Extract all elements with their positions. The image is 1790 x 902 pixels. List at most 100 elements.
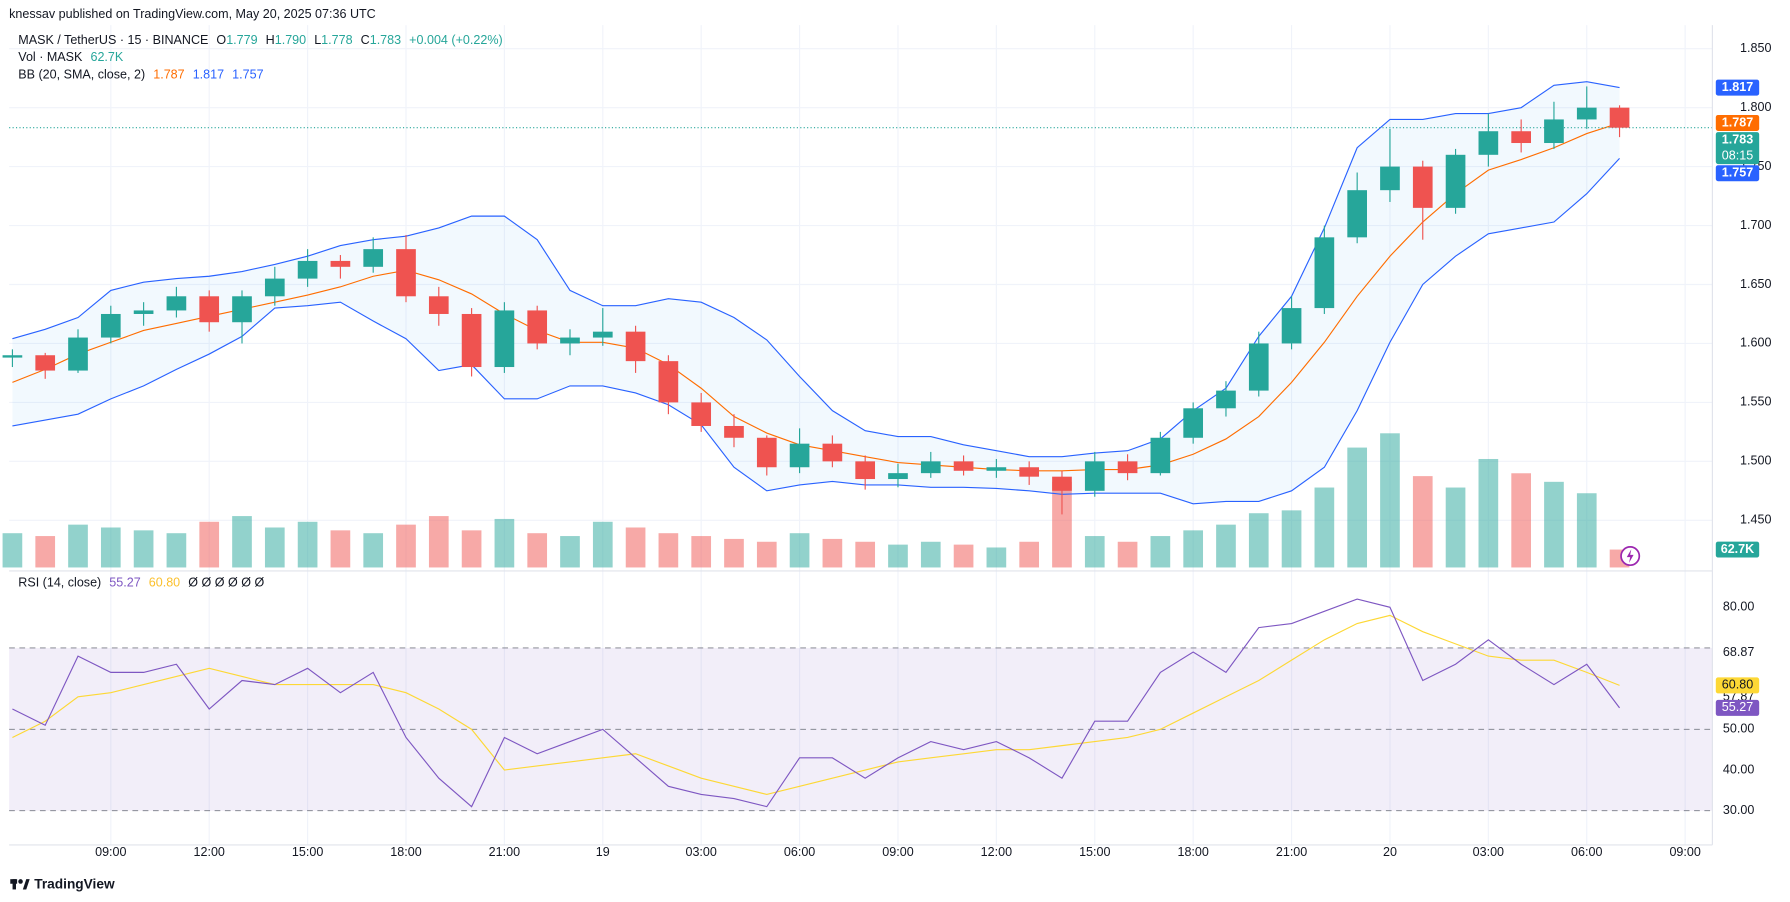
rsi-ma-line — [12, 614, 1620, 796]
y-tick-label: 1.800 — [1740, 100, 1771, 114]
candle-body — [953, 461, 974, 471]
candle-body — [264, 278, 285, 297]
volume-bar — [592, 521, 613, 568]
candle-body — [1576, 107, 1597, 120]
volume-bar — [297, 521, 318, 568]
x-tick-label: 12:00 — [981, 845, 1012, 859]
rsi-badge-label: 55.27 — [1722, 700, 1753, 714]
bb-legend: BB (20, SMA, close, 2) 1.787 1.817 1.757 — [18, 68, 263, 82]
candle-body — [428, 296, 449, 314]
volume-bar — [560, 536, 580, 568]
rsi-value: 55.27 — [109, 576, 140, 590]
volume-bar — [461, 530, 482, 568]
candle-body — [232, 296, 252, 323]
candle-body — [1511, 131, 1531, 144]
candle-body — [1019, 467, 1040, 477]
candle-body — [888, 473, 908, 480]
x-tick-label: 15:00 — [1079, 845, 1110, 859]
x-tick-label: 12:00 — [194, 845, 225, 859]
alert-bolt[interactable] — [1626, 549, 1634, 563]
rsi-band-fill — [9, 647, 1713, 811]
candle-body — [330, 260, 351, 267]
rsi-legend: RSI (14, close) 55.27 60.80 Ø Ø Ø Ø Ø Ø — [18, 576, 264, 590]
volume-bar — [1281, 510, 1302, 568]
bb-name: BB (20, SMA, close, 2) — [18, 68, 145, 82]
alert-icon[interactable] — [1620, 546, 1641, 567]
volume-bar — [920, 541, 941, 568]
volume-bar — [888, 544, 908, 568]
volume-bar — [855, 541, 876, 568]
x-tick-label: 21:00 — [1276, 845, 1307, 859]
volume-bar — [953, 544, 974, 568]
rsi-tick-label: 30.00 — [1723, 803, 1754, 817]
candle-body — [789, 443, 810, 468]
price-badge-label: 1.787 — [1722, 115, 1753, 129]
candle-body — [199, 296, 220, 323]
published-note: knessav published on TradingView.com, Ma… — [9, 7, 376, 21]
volume-bar — [100, 527, 121, 568]
candle-body — [724, 425, 744, 438]
candle-body — [68, 337, 88, 371]
candle-body — [1281, 308, 1302, 344]
volume-value: 62.7K — [90, 51, 123, 65]
volume-bar — [35, 536, 56, 568]
candle-body — [1609, 107, 1630, 128]
volume-bar — [1084, 536, 1105, 568]
price-badge-label: 1.817 — [1722, 80, 1753, 94]
volume-bar — [1150, 536, 1171, 568]
brand-logo: TradingView — [10, 876, 115, 891]
logo-part — [22, 879, 30, 890]
volume-bar — [396, 524, 416, 568]
y-tick-label: 1.650 — [1740, 277, 1771, 291]
ohlc-value: 1.790 — [275, 33, 306, 47]
candle-body — [1248, 343, 1269, 391]
candle-body — [1150, 437, 1171, 474]
volume-bar — [625, 527, 646, 568]
price-badge-label: 1.757 — [1722, 166, 1753, 180]
volume-bar — [133, 530, 154, 568]
rsi-value: 60.80 — [149, 576, 180, 590]
candle-body — [920, 461, 941, 474]
volume-bar — [330, 530, 351, 568]
volume-badge — [1715, 541, 1760, 558]
ohlc-key: H — [266, 33, 275, 47]
volume-bar — [1380, 433, 1400, 568]
candle-body — [1478, 131, 1499, 155]
ohlc-value: 1.783 — [370, 33, 401, 47]
x-tick-label: 06:00 — [1571, 845, 1602, 859]
volume-bar — [986, 547, 1007, 568]
bb-value: 1.787 — [153, 68, 184, 82]
y-tick-label: 1.700 — [1740, 218, 1771, 232]
volume-bar — [756, 541, 777, 568]
countdown: 08:15 — [1722, 148, 1753, 162]
volume-bar — [691, 536, 712, 568]
x-tick-label: 20 — [1383, 845, 1397, 859]
candle-body — [1445, 154, 1466, 208]
candle-body — [35, 355, 56, 371]
candle-body — [1380, 166, 1400, 191]
y-tick-label: 1.500 — [1740, 454, 1771, 468]
rsi-badge — [1715, 677, 1760, 694]
volume-bar — [1511, 473, 1531, 568]
bb-lower-line — [12, 157, 1620, 505]
x-tick-label: 09:00 — [1669, 845, 1700, 859]
candle-body — [297, 260, 318, 279]
bb-basis-line — [12, 122, 1620, 472]
volume-bar — [1216, 524, 1236, 568]
candle-body — [396, 249, 416, 297]
volume-bar — [1347, 447, 1368, 568]
y-tick-label: 1.850 — [1740, 41, 1771, 55]
volume-legend: Vol · MASK 62.7K — [18, 51, 124, 65]
axes: 09:00 12:00 15:00 18:00 21:00 19 03:00 06:00 09:… — [95, 41, 1771, 859]
volume-bar — [2, 533, 23, 568]
volume-bar — [1052, 481, 1072, 568]
candle-body — [461, 313, 482, 368]
y-tick-label: 1.550 — [1740, 395, 1771, 409]
bb-upper-line — [12, 81, 1620, 458]
brand: TradingView — [34, 876, 115, 891]
volume-badge-label: 62.7K — [1721, 542, 1754, 556]
candle-body — [658, 361, 679, 403]
ohlc-value: 1.779 — [226, 33, 257, 47]
